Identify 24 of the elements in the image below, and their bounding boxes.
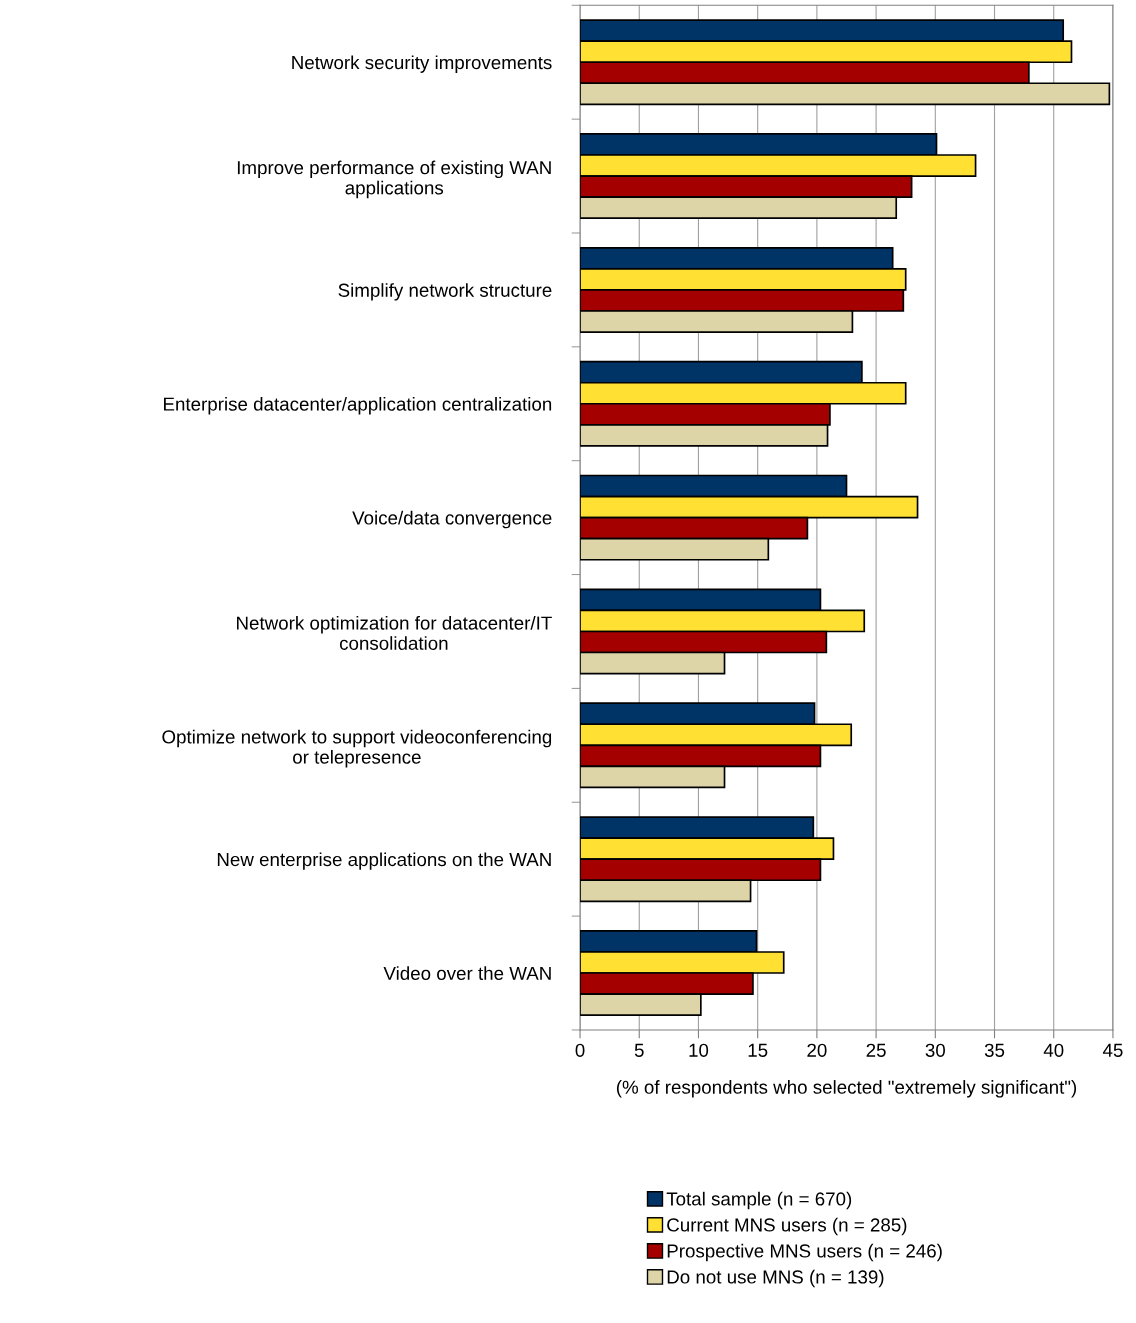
x-tick-label: 45 — [1102, 1043, 1123, 1057]
y-tick-label: Voice/data convergence — [352, 510, 552, 529]
x-tick-label: 0 — [575, 1043, 585, 1057]
y-tick-label: Improve performance of existing WAN applications — [237, 160, 551, 199]
y-tick-label: Network optimization for datacenter/IT consolidation — [237, 615, 552, 650]
x-tick-label: 25 — [866, 1043, 886, 1057]
x-tick-label: 40 — [1043, 1043, 1064, 1057]
x-tick-label: 30 — [925, 1043, 945, 1057]
x-axis-title: (% of respondents who selected "extremely significant") — [616, 1080, 1077, 1098]
x-tick-label: 20 — [807, 1043, 827, 1057]
legend-label: Prospective MNS users (n = 246) — [667, 1243, 942, 1262]
y-tick-label: Video over the WAN — [383, 966, 551, 981]
y-tick-label: New enterprise applications on the WAN — [217, 852, 551, 870]
x-tick-label: 5 — [634, 1043, 644, 1057]
y-tick-label: Simplify network structure — [338, 283, 552, 301]
y-tick-label: Enterprise datacenter/application centralization — [164, 396, 552, 415]
y-tick-label: Optimize network to support videoconferencing or telepresence — [162, 729, 552, 768]
y-tick-label: Network security improvements — [292, 55, 552, 73]
legend-label: Do not use MNS (n = 139) — [667, 1269, 884, 1288]
x-tick-label: 10 — [689, 1043, 709, 1057]
legend-label: Total sample (n = 670) — [666, 1191, 852, 1210]
x-tick-label: 15 — [748, 1043, 768, 1057]
x-tick-label: 35 — [984, 1043, 1005, 1057]
legend-label: Current MNS users (n = 285) — [667, 1217, 907, 1236]
